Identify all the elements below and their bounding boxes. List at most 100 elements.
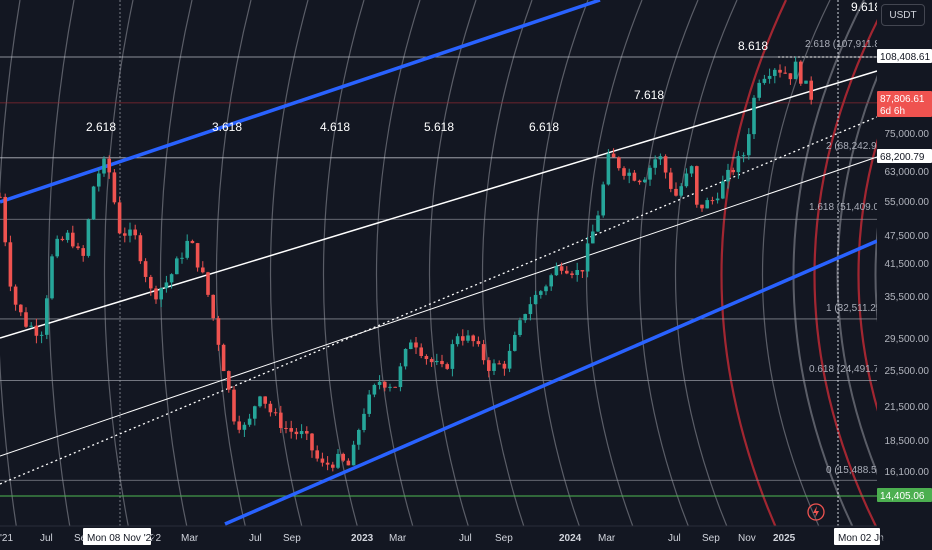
price-tick-label: 18,500.00 (885, 436, 930, 447)
flash-icon[interactable] (806, 502, 826, 522)
candle-body (29, 325, 33, 327)
candle-body (3, 196, 7, 243)
candle-body (424, 356, 429, 360)
fib-time-number: 5.618 (424, 120, 454, 134)
candle-body (320, 458, 325, 463)
candle-body (705, 200, 709, 209)
candle-body (549, 275, 553, 287)
fib-time-number: 3.618 (212, 120, 242, 134)
price-tick-label: 35,500.00 (885, 292, 930, 303)
candle-body (398, 366, 403, 388)
candle-body (715, 198, 720, 201)
price-tick-label: 47,500.00 (885, 231, 930, 242)
candle-body (164, 282, 169, 289)
time-scale[interactable]: '21 Jul Sep '22 Mar Jul Sep 2023 Mar Jul Sep 2024 Ma… (0, 525, 932, 550)
candle-body (492, 363, 496, 371)
candle-body (13, 286, 18, 305)
candle-body (440, 360, 444, 365)
candle-body (102, 158, 106, 174)
time-tick-label: Jul (249, 533, 262, 544)
price-badge-label: 14,405.06 (880, 491, 925, 502)
fib-time-arc (375, 0, 421, 550)
fib-time-arc (481, 0, 533, 550)
time-tick-label: Jul (459, 533, 472, 544)
candle-body (684, 173, 689, 187)
fib-time-number: 2.618 (86, 120, 116, 134)
price-badge (877, 149, 932, 163)
candle-body (409, 342, 413, 350)
time-tick-label: Jul (40, 533, 53, 544)
candle-body (414, 342, 418, 348)
candle-body (518, 320, 522, 335)
candle-body (367, 394, 371, 414)
candle-body (783, 72, 787, 74)
candle-body (627, 172, 631, 176)
fib-time-arc (792, 0, 865, 550)
candle-body (611, 153, 616, 158)
fib-time-number: 7.618 (634, 88, 664, 102)
candle-body (8, 242, 13, 287)
candle-body (247, 418, 252, 425)
candle-body (232, 389, 236, 422)
chart-labels: 2.618 3.618 4.618 5.618 6.618 7.618 8.618 9.618… (86, 0, 889, 476)
price-tick-label: 55,000.00 (885, 197, 930, 208)
fib-time-arc (215, 0, 252, 550)
candle-body (455, 336, 460, 345)
channel-lower-mid-line (0, 156, 878, 457)
candle-body (237, 421, 241, 430)
time-tick-label: 2024 (559, 533, 582, 544)
candle-body (710, 200, 715, 202)
candle-body (606, 153, 611, 185)
fib-time-arc (0, 0, 21, 550)
candle-body (757, 82, 761, 98)
time-badge (834, 528, 880, 545)
candle-body (39, 334, 44, 336)
candle-body (211, 294, 215, 319)
candle-body (159, 288, 163, 300)
candle-body (149, 276, 153, 289)
candle-body (71, 232, 75, 247)
fib-level-label: 2.618 (107,911.82) (805, 39, 889, 50)
candle-body (206, 272, 210, 295)
time-tick-label: Sep (702, 533, 720, 544)
candle-body (388, 386, 392, 388)
candle-body (19, 304, 23, 313)
price-scale[interactable]: 98,000.0075,000.0063,000.0055,000.0047,5… (877, 0, 932, 526)
candle-body (180, 257, 184, 259)
time-tick-label: 2025 (773, 533, 796, 544)
price-scale-bg (877, 0, 932, 526)
candle-body (617, 157, 621, 169)
fib-time-arc (762, 0, 831, 550)
candle-body (315, 450, 319, 459)
price-tick-label: 41,500.00 (885, 259, 930, 270)
channel-median-dotted (0, 116, 878, 485)
time-tick-label: Mar (598, 533, 616, 544)
fib-time-number: 6.618 (529, 120, 559, 134)
candle-body (258, 396, 262, 407)
candle-body (107, 158, 111, 173)
fib-time-arc (674, 0, 738, 550)
currency-button[interactable]: USDT (881, 4, 925, 26)
fib-time-number: 4.618 (320, 120, 350, 134)
price-badge (877, 488, 932, 502)
fib-time-arc (585, 0, 643, 550)
candle-body (809, 80, 813, 100)
candle-body (112, 172, 117, 203)
candle-body (799, 61, 803, 84)
candle-body (695, 166, 699, 205)
time-badge-label: Mon 02 Jun (838, 533, 890, 544)
fib-time-arc (428, 0, 477, 550)
candle-body (762, 78, 767, 83)
candle-body (658, 156, 663, 160)
candle-body (263, 396, 267, 404)
candle-body (736, 156, 741, 173)
candle-body (50, 256, 54, 299)
candle-body (648, 167, 652, 180)
time-badge (83, 528, 151, 545)
time-tick-label: 2023 (351, 533, 374, 544)
candle-body (429, 359, 434, 363)
candle-body (227, 371, 231, 390)
candle-body (481, 344, 486, 361)
